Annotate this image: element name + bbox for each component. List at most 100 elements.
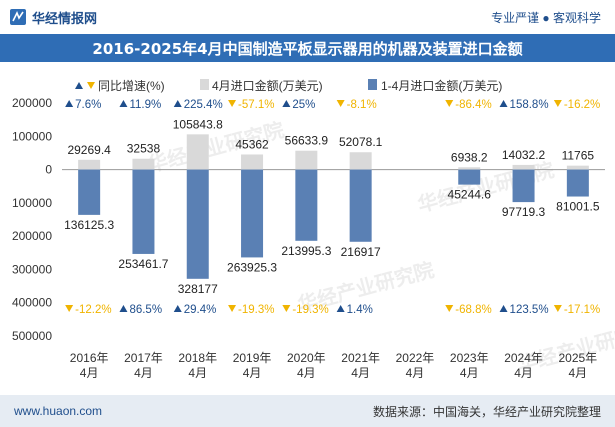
y-tick-label: 200000 — [12, 229, 52, 243]
data-label-ytd: 328177 — [178, 282, 218, 296]
data-label-monthly: 45362 — [235, 137, 269, 151]
x-tick-label-line: 4月 — [569, 366, 588, 380]
title-bar: 2016-2025年4月中国制造平板显示器用的机器及装置进口金额 — [0, 34, 615, 62]
growth-ytd-up-icon — [499, 305, 508, 312]
x-tick-label-line: 2018年 — [178, 351, 217, 365]
growth-monthly-label: 7.6% — [75, 99, 101, 111]
bar-ytd — [512, 169, 535, 203]
x-tick-label: 2018年 4月 — [178, 351, 217, 380]
data-label-monthly: 56633.9 — [285, 134, 329, 148]
legend-swatch-ytd — [368, 79, 377, 90]
bar-monthly — [349, 152, 372, 170]
x-tick-label: 2017年 4月 — [124, 351, 163, 380]
x-tick-label: 2016年 4月 — [70, 351, 109, 380]
bars — [78, 134, 589, 279]
data-label-monthly: 14032.2 — [502, 148, 546, 162]
x-tick-label-line: 4月 — [134, 366, 153, 380]
growth-monthly-label: -86.4% — [455, 99, 491, 111]
bar-monthly — [512, 164, 535, 170]
data-label-ytd: 263925.3 — [227, 260, 277, 274]
growth-monthly-up-icon — [282, 100, 291, 107]
x-tick-label-line: 2023年 — [450, 351, 489, 365]
chart-legend: 同比增速(%) 4月进口金额(万美元) 1-4月进口金额(万美元) — [75, 78, 502, 93]
bar-monthly — [132, 158, 155, 170]
growth-monthly-label: 11.9% — [129, 99, 161, 111]
bar-monthly — [186, 134, 209, 170]
x-tick-label-line: 4月 — [243, 366, 262, 380]
growth-ytd-down-icon — [282, 305, 291, 312]
x-tick-label-line: 4月 — [351, 366, 370, 380]
data-label-ytd: 81001.5 — [556, 200, 600, 214]
bar-ytd — [458, 169, 481, 185]
growth-monthly-label: 158.8% — [510, 99, 549, 111]
y-tick-label: 200000 — [12, 96, 52, 110]
bar-monthly — [295, 150, 318, 170]
y-tick-label: 100000 — [12, 196, 52, 210]
growth-ytd-down-icon — [65, 305, 74, 312]
bar-monthly — [241, 154, 264, 170]
growth-ytd-up-icon — [119, 305, 128, 312]
bar-ytd — [295, 169, 318, 241]
growth-ytd-label: 1.4% — [347, 304, 373, 316]
data-label-ytd: 216917 — [341, 245, 381, 259]
bar-ytd — [349, 169, 372, 242]
data-label-monthly: 11765 — [562, 149, 595, 163]
y-tick-label: 100000 — [12, 129, 52, 143]
data-label-ytd: 97719.3 — [502, 205, 546, 219]
x-tick-label: 2020年 4月 — [287, 351, 326, 380]
growth-monthly-label: -8.1% — [347, 99, 377, 111]
data-label-monthly: 32538 — [127, 142, 161, 156]
growth-monthly-up-icon — [173, 100, 182, 107]
x-tick-label-line: 2024年 — [504, 351, 543, 365]
growth-labels: 7.6% 11.9% 225.4% -57.1% 25% -8.1% -86.4% 158.8… — [65, 99, 600, 316]
legend-monthly-label: 4月进口金额(万美元) — [212, 78, 323, 93]
x-tick-label: 2021年 4月 — [341, 351, 380, 380]
y-tick-label: 0 — [45, 163, 52, 177]
growth-ytd-down-icon — [445, 305, 454, 312]
bar-ytd — [132, 169, 155, 254]
growth-monthly-up-icon — [499, 100, 508, 107]
x-tick-label-line: 2025年 — [558, 351, 597, 365]
growth-monthly-down-icon — [336, 100, 345, 107]
data-labels: 29269.4 136125.3 32538 253461.7 105843.8 3281… — [64, 117, 600, 295]
x-tick-label-line: 4月 — [406, 366, 425, 380]
x-tick-label: 2019年 4月 — [233, 351, 272, 380]
growth-ytd-down-icon — [228, 305, 237, 312]
data-label-monthly: 52078.1 — [339, 135, 383, 149]
growth-monthly-label: -16.2% — [564, 99, 600, 111]
growth-ytd-label: 123.5% — [510, 304, 549, 316]
growth-ytd-label: -19.3% — [238, 304, 274, 316]
legend-growth-label: 同比增速(%) — [98, 79, 165, 93]
x-tick-label-line: 2022年 — [396, 351, 435, 365]
x-tick-label-line: 2020年 — [287, 351, 326, 365]
footer-website: www.huaon.com — [14, 404, 103, 418]
x-tick-label-line: 2021年 — [341, 351, 380, 365]
bar-ytd — [566, 169, 589, 197]
bar-ytd — [241, 169, 264, 258]
brand-logo-icon — [10, 9, 26, 25]
growth-ytd-label: -19.3% — [292, 304, 328, 316]
growth-ytd-label: -12.2% — [75, 304, 111, 316]
legend-up-triangle-icon — [75, 82, 83, 89]
legend-ytd-label: 1-4月进口金额(万美元) — [381, 78, 502, 93]
growth-ytd-up-icon — [336, 305, 345, 312]
growth-monthly-down-icon — [445, 100, 454, 107]
growth-monthly-label: 225.4% — [184, 99, 223, 111]
x-tick-label: 2023年 4月 — [450, 351, 489, 380]
x-tick-label: 2022年 4月 — [396, 351, 435, 380]
bar-monthly — [78, 159, 101, 170]
x-tick-label: 2024年 4月 — [504, 351, 543, 380]
x-tick-label-line: 2017年 — [124, 351, 163, 365]
x-tick-label-line: 4月 — [188, 366, 207, 380]
x-tick-label-line: 4月 — [297, 366, 316, 380]
x-tick-label-line: 4月 — [460, 366, 479, 380]
data-label-monthly: 105843.8 — [173, 117, 223, 131]
data-label-ytd: 213995.3 — [281, 244, 331, 258]
y-tick-label: 300000 — [12, 262, 52, 276]
bar-ytd — [186, 169, 209, 279]
bar-monthly — [566, 165, 589, 170]
growth-ytd-label: -68.8% — [455, 304, 491, 316]
growth-ytd-down-icon — [553, 305, 562, 312]
brand-name: 华经情报网 — [32, 10, 98, 26]
growth-monthly-up-icon — [119, 100, 128, 107]
